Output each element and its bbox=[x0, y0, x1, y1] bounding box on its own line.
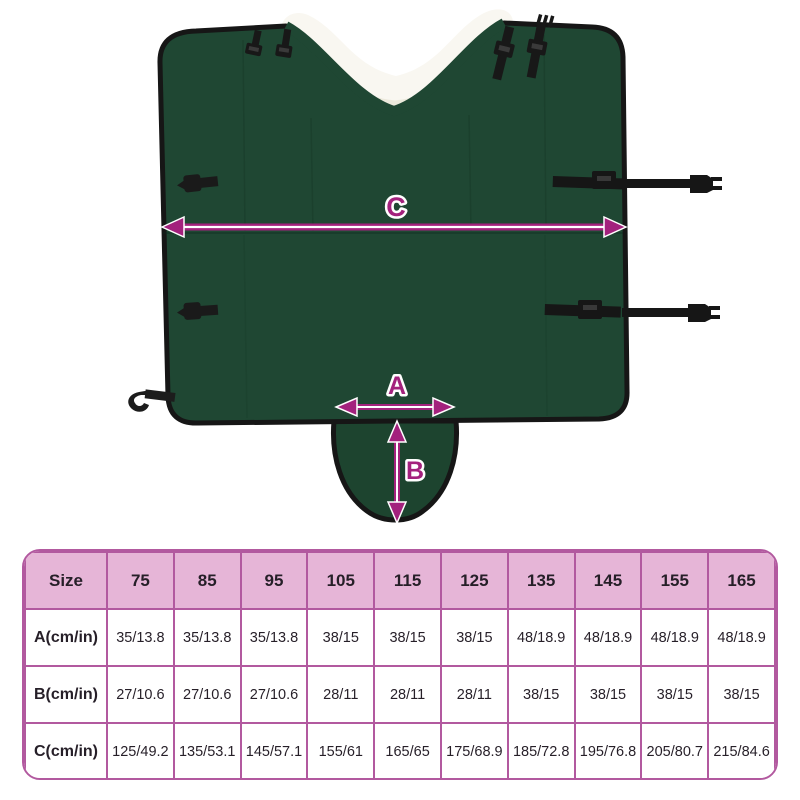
size-chart-header-row: Size 75 85 95 105 115 125 135 145 155 16… bbox=[24, 551, 776, 610]
table-cell: 28/11 bbox=[373, 665, 442, 724]
neck-clip-icon bbox=[245, 28, 293, 58]
header-cell: 85 bbox=[172, 551, 242, 610]
measure-arrow-c: C bbox=[160, 190, 628, 239]
row-label: B(cm/in) bbox=[24, 665, 108, 724]
table-cell: 155/61 bbox=[306, 722, 376, 778]
table-cell: 175/68.9 bbox=[439, 722, 509, 778]
side-strap-right-lower-icon bbox=[544, 300, 720, 322]
side-buckle-left-upper-icon bbox=[177, 174, 219, 193]
table-cell: 38/15 bbox=[707, 665, 776, 724]
table-row-b: B(cm/in) 27/10.6 27/10.6 27/10.6 28/11 2… bbox=[24, 665, 776, 724]
table-cell: 38/15 bbox=[306, 608, 376, 667]
table-cell: 27/10.6 bbox=[172, 665, 242, 724]
table-cell: 48/18.9 bbox=[640, 608, 710, 667]
table-cell: 38/15 bbox=[439, 608, 509, 667]
table-cell: 28/11 bbox=[306, 665, 376, 724]
table-cell: 28/11 bbox=[439, 665, 509, 724]
table-cell: 165/65 bbox=[373, 722, 442, 778]
measure-label-b: B bbox=[406, 457, 424, 485]
neck-strap-icon bbox=[492, 14, 555, 81]
table-cell: 125/49.2 bbox=[106, 722, 175, 778]
table-cell: 48/18.9 bbox=[707, 608, 776, 667]
table-cell: 185/72.8 bbox=[506, 722, 576, 778]
table-cell: 48/18.9 bbox=[573, 608, 643, 667]
horse-blanket-diagram: C A B bbox=[128, 9, 722, 525]
measure-arrow-a: A bbox=[334, 370, 456, 418]
size-chart: Size 75 85 95 105 115 125 135 145 155 16… bbox=[22, 549, 778, 780]
header-cell: 75 bbox=[106, 551, 175, 610]
measure-label-a: A bbox=[388, 372, 406, 400]
table-row-c: C(cm/in) 125/49.2 135/53.1 145/57.1 155/… bbox=[24, 722, 776, 778]
header-cell-size: Size bbox=[24, 551, 108, 610]
table-cell: 48/18.9 bbox=[506, 608, 576, 667]
header-cell: 135 bbox=[506, 551, 576, 610]
header-cell: 145 bbox=[573, 551, 643, 610]
measure-arrow-b: B bbox=[386, 419, 427, 525]
blanket-body bbox=[157, 18, 630, 426]
table-cell: 145/57.1 bbox=[239, 722, 309, 778]
header-cell: 125 bbox=[439, 551, 509, 610]
table-cell: 195/76.8 bbox=[573, 722, 643, 778]
table-cell: 27/10.6 bbox=[239, 665, 309, 724]
fabric-seams bbox=[163, 34, 623, 419]
table-cell: 27/10.6 bbox=[106, 665, 175, 724]
snap-hook-icon bbox=[128, 389, 176, 412]
side-strap-right-upper-icon bbox=[552, 171, 722, 193]
table-cell: 35/13.8 bbox=[239, 608, 309, 667]
row-label: A(cm/in) bbox=[24, 608, 108, 667]
header-cell: 95 bbox=[239, 551, 309, 610]
table-cell: 135/53.1 bbox=[172, 722, 242, 778]
table-cell: 38/15 bbox=[640, 665, 710, 724]
table-cell: 35/13.8 bbox=[106, 608, 175, 667]
header-cell: 155 bbox=[640, 551, 710, 610]
table-cell: 38/15 bbox=[573, 665, 643, 724]
header-cell: 115 bbox=[373, 551, 442, 610]
measure-label-c: C bbox=[386, 192, 406, 222]
header-cell: 165 bbox=[707, 551, 776, 610]
table-cell: 35/13.8 bbox=[172, 608, 242, 667]
table-cell: 205/80.7 bbox=[640, 722, 710, 778]
table-cell: 38/15 bbox=[373, 608, 442, 667]
side-buckle-left-lower-icon bbox=[176, 302, 219, 320]
header-cell: 105 bbox=[306, 551, 376, 610]
size-chart-table: Size 75 85 95 105 115 125 135 145 155 16… bbox=[24, 551, 776, 778]
table-row-a: A(cm/in) 35/13.8 35/13.8 35/13.8 38/15 3… bbox=[24, 608, 776, 667]
row-label: C(cm/in) bbox=[24, 722, 108, 778]
table-cell: 215/84.6 bbox=[707, 722, 776, 778]
table-cell: 38/15 bbox=[506, 665, 576, 724]
